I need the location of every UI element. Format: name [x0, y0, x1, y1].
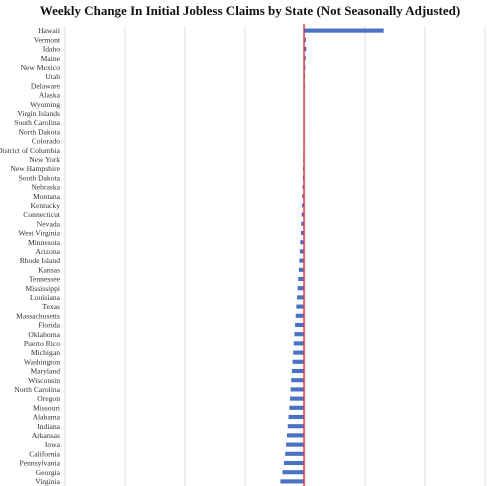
category-label: Indiana: [37, 422, 60, 431]
category-label: Wyoming: [30, 100, 60, 109]
bar-wisconsin: [291, 378, 304, 383]
category-label: Oklahoma: [28, 330, 60, 339]
bar-maryland: [291, 368, 304, 374]
bar-iowa: [286, 442, 304, 447]
category-label: Montana: [33, 192, 61, 201]
category-label: Georgia: [36, 468, 61, 477]
bar-texas: [296, 304, 304, 309]
category-label: Iowa: [45, 440, 61, 449]
category-label: District of Columbia: [0, 146, 61, 155]
category-label: Kentucky: [30, 201, 60, 210]
category-label: Maine: [41, 54, 61, 63]
category-label: Puerto Rico: [24, 339, 60, 348]
bar-rhode-island: [299, 258, 304, 263]
category-label: Arizona: [36, 247, 61, 256]
bar-maine: [304, 56, 306, 61]
category-label: California: [29, 449, 60, 458]
bar-pennsylvania: [283, 460, 304, 466]
bar-nevada: [301, 221, 304, 226]
category-label: Pennsylvania: [20, 459, 61, 468]
bar-oregon: [289, 396, 304, 401]
category-label: North Carolina: [14, 385, 60, 394]
bar-kentucky: [301, 203, 304, 208]
category-label: Delaware: [31, 81, 61, 90]
category-label: Tennessee: [29, 275, 61, 284]
chart-title: Weekly Change In Initial Jobless Claims …: [39, 3, 461, 18]
category-label: Michigan: [31, 348, 60, 357]
category-label: Arkansas: [32, 431, 60, 440]
bars: [280, 28, 384, 484]
category-label: New Hampshire: [10, 164, 60, 173]
bar-mississippi: [297, 286, 304, 291]
bar-tennessee: [298, 276, 304, 282]
category-label: Florida: [38, 321, 61, 330]
category-label: Vermont: [34, 35, 61, 44]
category-label: Oregon: [37, 394, 60, 403]
category-label: Rhode Island: [20, 256, 60, 265]
category-label: Nebraska: [31, 183, 60, 192]
bar-arkansas: [286, 433, 304, 438]
bar-massachusetts: [295, 313, 304, 318]
category-label: Virgin Islands: [17, 109, 60, 118]
category-label: New York: [29, 155, 60, 164]
category-label: South Dakota: [18, 173, 60, 182]
category-label: Utah: [45, 72, 60, 81]
category-label: Kansas: [38, 265, 60, 274]
category-label: Connecticut: [23, 210, 61, 219]
bar-minnesota: [300, 240, 304, 245]
category-label: Mississippi: [25, 284, 60, 293]
bar-connecticut: [301, 212, 304, 217]
bar-montana: [302, 194, 304, 199]
category-label: South Carolina: [14, 118, 60, 127]
category-label: Nevada: [37, 219, 61, 228]
gridlines: [64, 26, 486, 486]
bar-nebraska: [302, 184, 304, 190]
category-label: Washington: [24, 357, 60, 366]
category-label: Louisiana: [30, 293, 61, 302]
category-label: Wisconsin: [28, 376, 60, 385]
category-label: West Virginia: [19, 229, 61, 238]
bar-kansas: [298, 267, 304, 272]
category-label: Texas: [42, 302, 60, 311]
bar-alabama: [288, 414, 304, 420]
category-label: Hawaii: [38, 26, 60, 35]
category-label: Alaska: [39, 91, 61, 100]
bar-north-carolina: [290, 387, 304, 392]
category-label: Virginia: [35, 477, 60, 486]
category-label: Minnesota: [28, 238, 61, 247]
bar-hawaii: [304, 28, 384, 33]
bar-washington: [292, 359, 304, 364]
bar-virginia: [280, 479, 304, 484]
category-label: Maryland: [30, 367, 60, 376]
bar-louisiana: [296, 295, 304, 300]
category-label: New Mexico: [21, 63, 61, 72]
bar-missouri: [289, 405, 304, 410]
bar-florida: [295, 322, 304, 328]
category-label: Idaho: [43, 45, 60, 54]
bar-georgia: [282, 470, 304, 475]
bar-indiana: [287, 424, 304, 429]
category-label: Colorado: [32, 137, 60, 146]
bar-idaho: [304, 46, 307, 52]
category-label: North Dakota: [18, 127, 60, 136]
category-label: Massachusetts: [16, 311, 60, 320]
bar-vermont: [304, 37, 306, 42]
category-label: Missouri: [33, 403, 60, 412]
category-label: Alabama: [33, 413, 61, 422]
bar-california: [285, 451, 304, 456]
bar-west-virginia: [300, 230, 304, 236]
bar-michigan: [293, 350, 304, 355]
bar-oklahoma: [294, 332, 304, 337]
bar-arizona: [299, 249, 304, 254]
bar-puerto-rico: [293, 341, 304, 346]
